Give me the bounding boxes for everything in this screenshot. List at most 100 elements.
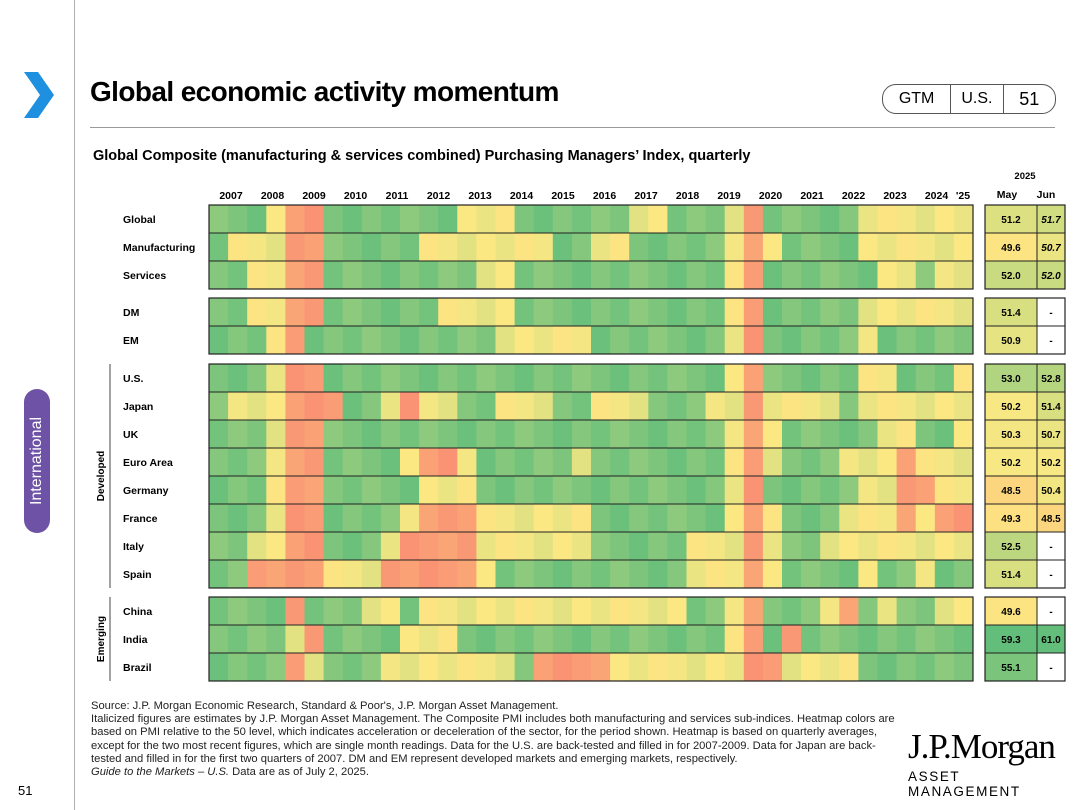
heat-cell (457, 298, 477, 326)
heat-cell (686, 205, 706, 233)
heat-cell (400, 326, 420, 354)
heat-cell (419, 392, 439, 420)
heat-cell (934, 233, 955, 261)
heat-cell (877, 205, 897, 233)
heat-cell (934, 364, 955, 392)
section-tab-international[interactable]: International (24, 389, 50, 533)
heat-cell (285, 448, 305, 476)
heat-cell (953, 420, 974, 448)
heat-cell (228, 653, 248, 681)
heat-cell (896, 392, 917, 420)
heat-cell (228, 597, 248, 625)
heat-cell (724, 504, 745, 532)
heat-cell (667, 261, 687, 289)
group-border (208, 363, 974, 589)
heat-cell (743, 420, 764, 448)
heat-cell (667, 532, 687, 560)
heat-cell (266, 364, 286, 392)
heat-cell (209, 476, 229, 504)
latest-value: 55.1 (1001, 663, 1021, 674)
heat-cell (801, 597, 821, 625)
year-label: 2012 (427, 190, 451, 202)
heat-cell (858, 532, 878, 560)
heat-cell (457, 233, 477, 261)
heat-cell (342, 597, 363, 625)
heat-cell (877, 233, 897, 261)
heat-cell (533, 597, 554, 625)
year-label: 2016 (593, 190, 617, 202)
heat-cell (705, 205, 726, 233)
latest-value: 52.0 (1041, 271, 1061, 282)
heat-cell (495, 420, 515, 448)
data-date: Data are as of July 2, 2025. (229, 766, 369, 779)
heat-cell (361, 261, 382, 289)
heat-cell (533, 392, 554, 420)
heat-cell (361, 476, 382, 504)
heat-cell (953, 597, 974, 625)
year-label: '25 (956, 190, 970, 202)
heat-cell (591, 298, 611, 326)
heat-cell (476, 392, 496, 420)
heat-cell (782, 653, 802, 681)
heat-cell (839, 326, 859, 354)
heat-cell (782, 233, 802, 261)
heatmap-chart: 2007 2008 2009 2010 2011 2012 2013 2014 2015 2016… (96, 171, 1066, 682)
heat-cell (571, 597, 592, 625)
heat-cell (380, 420, 401, 448)
heat-cell (591, 597, 611, 625)
heat-cell (457, 448, 477, 476)
latest-value: 48.5 (1041, 514, 1061, 525)
heat-cell (686, 261, 706, 289)
heat-cell (419, 448, 439, 476)
latest-cell (985, 532, 1037, 560)
heat-cell (514, 560, 535, 588)
heat-cell (629, 504, 649, 532)
group-border (208, 596, 974, 682)
latest-value: 50.2 (1001, 402, 1021, 413)
heat-cell (361, 326, 382, 354)
heat-cell (820, 653, 840, 681)
heat-cell (820, 364, 840, 392)
heat-cell (285, 233, 305, 261)
heat-cell (304, 560, 324, 588)
heat-cell (629, 625, 649, 653)
heat-cell (209, 597, 229, 625)
heat-cell (591, 532, 611, 560)
heat-cell (323, 625, 344, 653)
heat-cell (858, 625, 878, 653)
latest-value: 50.2 (1001, 458, 1021, 469)
heat-cell (495, 625, 515, 653)
heat-cell (361, 364, 382, 392)
heat-cell (858, 597, 878, 625)
heat-cell (209, 326, 229, 354)
heat-cell (648, 504, 668, 532)
heat-cell (323, 392, 344, 420)
heat-cell (877, 448, 897, 476)
heat-cell (304, 364, 324, 392)
heat-cell (361, 420, 382, 448)
heat-cell (667, 298, 687, 326)
heat-cell (591, 476, 611, 504)
heat-cell (743, 233, 764, 261)
heat-cell (552, 448, 573, 476)
heat-cell (342, 532, 363, 560)
source-notes: Source: J.P. Morgan Economic Research, S… (91, 700, 903, 779)
heat-cell (782, 532, 802, 560)
heat-cell (380, 597, 401, 625)
heat-cell (380, 298, 401, 326)
heat-cell (858, 392, 878, 420)
heat-cell (801, 205, 821, 233)
heat-cell (629, 392, 649, 420)
heat-cell (915, 420, 936, 448)
heat-cell (342, 476, 363, 504)
year-label: 2015 (551, 190, 575, 202)
heat-cell (610, 233, 630, 261)
heat-cell (552, 625, 573, 653)
heat-cell (342, 364, 363, 392)
heat-cell (514, 420, 535, 448)
heat-cell (304, 326, 324, 354)
heat-cell (342, 420, 363, 448)
heat-cell (419, 298, 439, 326)
heat-cell (495, 298, 515, 326)
heat-cell (953, 205, 974, 233)
